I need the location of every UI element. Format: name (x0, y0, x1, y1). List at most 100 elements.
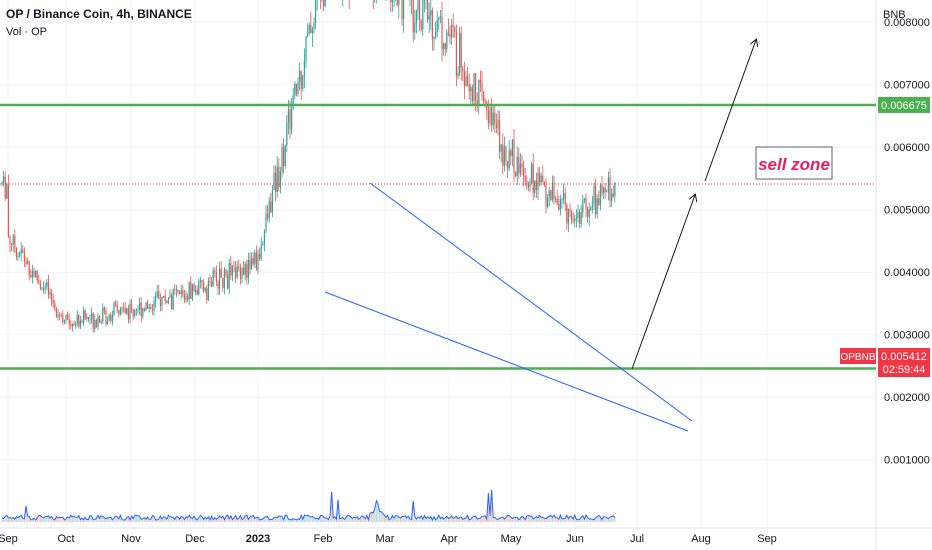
volume-bar (135, 515, 137, 522)
price-axis[interactable]: 0.001000 0.002000 0.003000 0.004000 0.005000… (884, 0, 930, 467)
candle-body (204, 288, 206, 292)
volume-bar (11, 518, 13, 522)
volume-bar (220, 517, 222, 522)
candle-body (390, 0, 392, 3)
candle-body (313, 22, 315, 30)
x-tick-label: Jul (630, 533, 644, 545)
candle-body (428, 15, 430, 21)
volume-bar (292, 518, 294, 522)
volume-bar (163, 516, 165, 522)
candle-body (31, 271, 33, 278)
volume-bar (359, 517, 361, 522)
volume-bar (38, 515, 40, 522)
candle-body (519, 163, 521, 174)
candle-body (607, 177, 609, 192)
volume-bar (49, 518, 51, 522)
volume-bar (28, 516, 30, 522)
candle-body (449, 34, 451, 37)
volume-bar (158, 518, 160, 522)
volume-bar (510, 517, 512, 522)
volume-bar (116, 516, 118, 522)
volume-bar (132, 518, 134, 522)
volume-bar (606, 517, 608, 522)
candle-body (86, 317, 88, 319)
volume-bar (7, 517, 9, 522)
candle-body (147, 302, 149, 309)
candle-body (214, 270, 216, 272)
volume-bar (609, 516, 611, 522)
candle-body (294, 83, 296, 96)
candle-body (267, 213, 269, 219)
support-level-label: 0.006675 (881, 100, 927, 112)
candle-body (487, 110, 489, 124)
volume-bar (499, 518, 501, 522)
candle-body (497, 119, 499, 129)
volume-bar (454, 517, 456, 522)
x-tick-label: Dec (185, 533, 205, 545)
volume-bar (548, 516, 550, 522)
volume-bar (99, 518, 101, 522)
candle-body (123, 308, 125, 310)
volume-bar (179, 519, 181, 522)
candle-body (460, 33, 462, 68)
projection-arrow-1 (631, 195, 695, 370)
candle-body (111, 314, 113, 322)
candle-body (532, 163, 534, 193)
volume-bar (286, 515, 288, 522)
volume-bar (188, 515, 190, 522)
candle-body (27, 261, 29, 264)
candle-body (279, 171, 281, 188)
volume-bar (51, 516, 53, 522)
volume-bar (52, 519, 54, 522)
candle-body (524, 175, 526, 181)
volume-bar (356, 516, 358, 522)
volume-bar (55, 516, 57, 522)
volume-bar (483, 516, 485, 522)
volume-bar (420, 516, 422, 522)
volume-bar (607, 518, 609, 522)
volume-bar (63, 519, 65, 522)
candle-body (95, 319, 97, 328)
volume-bar (526, 516, 528, 522)
candle-body (601, 184, 603, 194)
candle-body (596, 198, 598, 215)
volume-bar (534, 518, 536, 522)
candle-body (262, 243, 264, 246)
sell-zone-annotation[interactable]: sell zone (755, 146, 833, 180)
volume-bar (411, 519, 413, 522)
candle-body (159, 298, 161, 307)
candle-body (23, 252, 25, 262)
volume-bar (374, 508, 376, 522)
candle-body (198, 281, 200, 295)
candle-body (491, 107, 493, 126)
volume-bar (271, 519, 273, 522)
candle-body (271, 190, 273, 213)
sell-zone-label: sell zone (758, 155, 830, 174)
candle-body (526, 180, 528, 185)
candle-body (591, 204, 593, 208)
volume-bar (423, 515, 425, 522)
volume-bar (465, 517, 467, 522)
candle-body (547, 197, 549, 207)
volume-bar (94, 519, 96, 522)
volume-bar (396, 515, 398, 522)
candle-body (483, 91, 485, 102)
volume-bar (478, 518, 480, 522)
time-axis[interactable]: Sep Oct Nov Dec 2023 Feb Mar Apr May Jun Jul Aug Sep (0, 533, 777, 545)
candle-body (220, 268, 222, 278)
volume-bar (500, 517, 502, 522)
candle-body (57, 314, 59, 317)
volume-bar (438, 515, 440, 522)
candle-body (431, 10, 433, 39)
candle-body (420, 20, 422, 30)
candle-body (417, 0, 419, 11)
candle-body (47, 281, 49, 295)
candle-body (52, 300, 54, 304)
candle-body (257, 254, 259, 270)
volume-bar (452, 518, 454, 522)
candle-body (44, 286, 46, 288)
volume-bar (97, 515, 99, 522)
volume-bar (103, 517, 105, 522)
